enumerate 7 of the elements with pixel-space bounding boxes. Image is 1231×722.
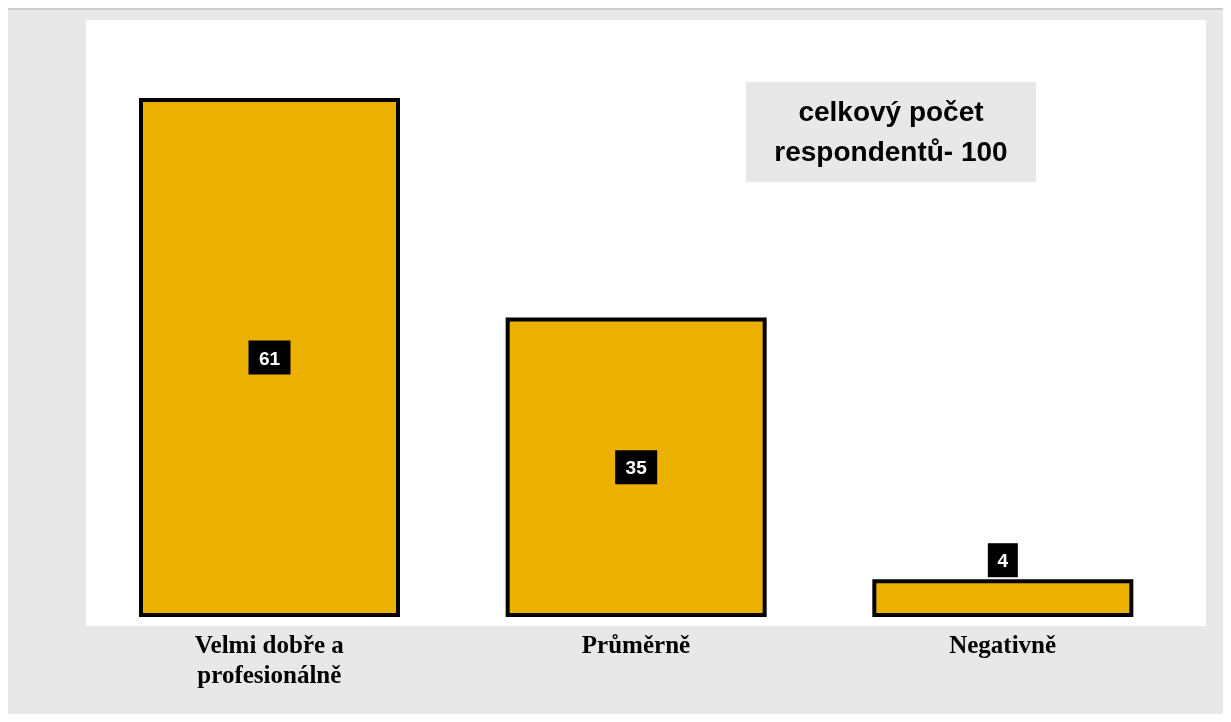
data-label: 35 — [625, 457, 648, 479]
data-label: 4 — [997, 550, 1009, 572]
x-tick-label: Průměrně — [581, 631, 691, 658]
annotation: celkový počet respondentů- 100 — [746, 82, 1036, 182]
x-tick-label: Velmi dobře a profesionálně — [194, 631, 345, 688]
x-tick-label: Negativně — [949, 631, 1057, 658]
data-label: 61 — [258, 347, 281, 369]
